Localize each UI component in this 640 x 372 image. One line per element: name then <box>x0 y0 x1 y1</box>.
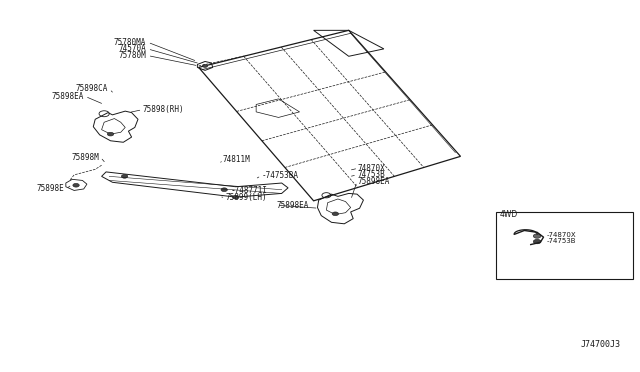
Text: 75898EA: 75898EA <box>51 92 84 101</box>
Circle shape <box>221 188 227 192</box>
Text: 75780M: 75780M <box>118 51 147 60</box>
Text: -748771I: -748771I <box>230 186 268 195</box>
Text: 4WD: 4WD <box>500 211 518 219</box>
Text: 74870X: 74870X <box>357 164 385 173</box>
Circle shape <box>202 64 207 67</box>
Text: 74570A: 74570A <box>118 44 147 53</box>
Text: 74753B: 74753B <box>357 170 385 179</box>
Text: 75898EA: 75898EA <box>276 201 309 210</box>
Text: -74753BA: -74753BA <box>261 171 298 180</box>
Text: 75898CA: 75898CA <box>76 84 108 93</box>
Text: 75780MA: 75780MA <box>114 38 147 47</box>
Bar <box>495 212 633 279</box>
Text: 75898M: 75898M <box>72 153 100 161</box>
Text: -74870X: -74870X <box>547 232 577 238</box>
Text: 75898(RH): 75898(RH) <box>143 105 184 114</box>
Circle shape <box>122 174 128 178</box>
Circle shape <box>533 239 541 244</box>
Text: 74811M: 74811M <box>223 155 251 164</box>
Text: J74700J3: J74700J3 <box>581 340 621 349</box>
Circle shape <box>232 195 239 199</box>
Circle shape <box>108 132 114 136</box>
Circle shape <box>73 183 79 187</box>
Circle shape <box>332 212 339 216</box>
Text: -74753B: -74753B <box>547 238 576 244</box>
Text: 75898EA: 75898EA <box>357 177 389 186</box>
Text: 75898E: 75898E <box>37 185 65 193</box>
Circle shape <box>533 234 541 238</box>
Text: 75899(LH): 75899(LH) <box>225 193 267 202</box>
